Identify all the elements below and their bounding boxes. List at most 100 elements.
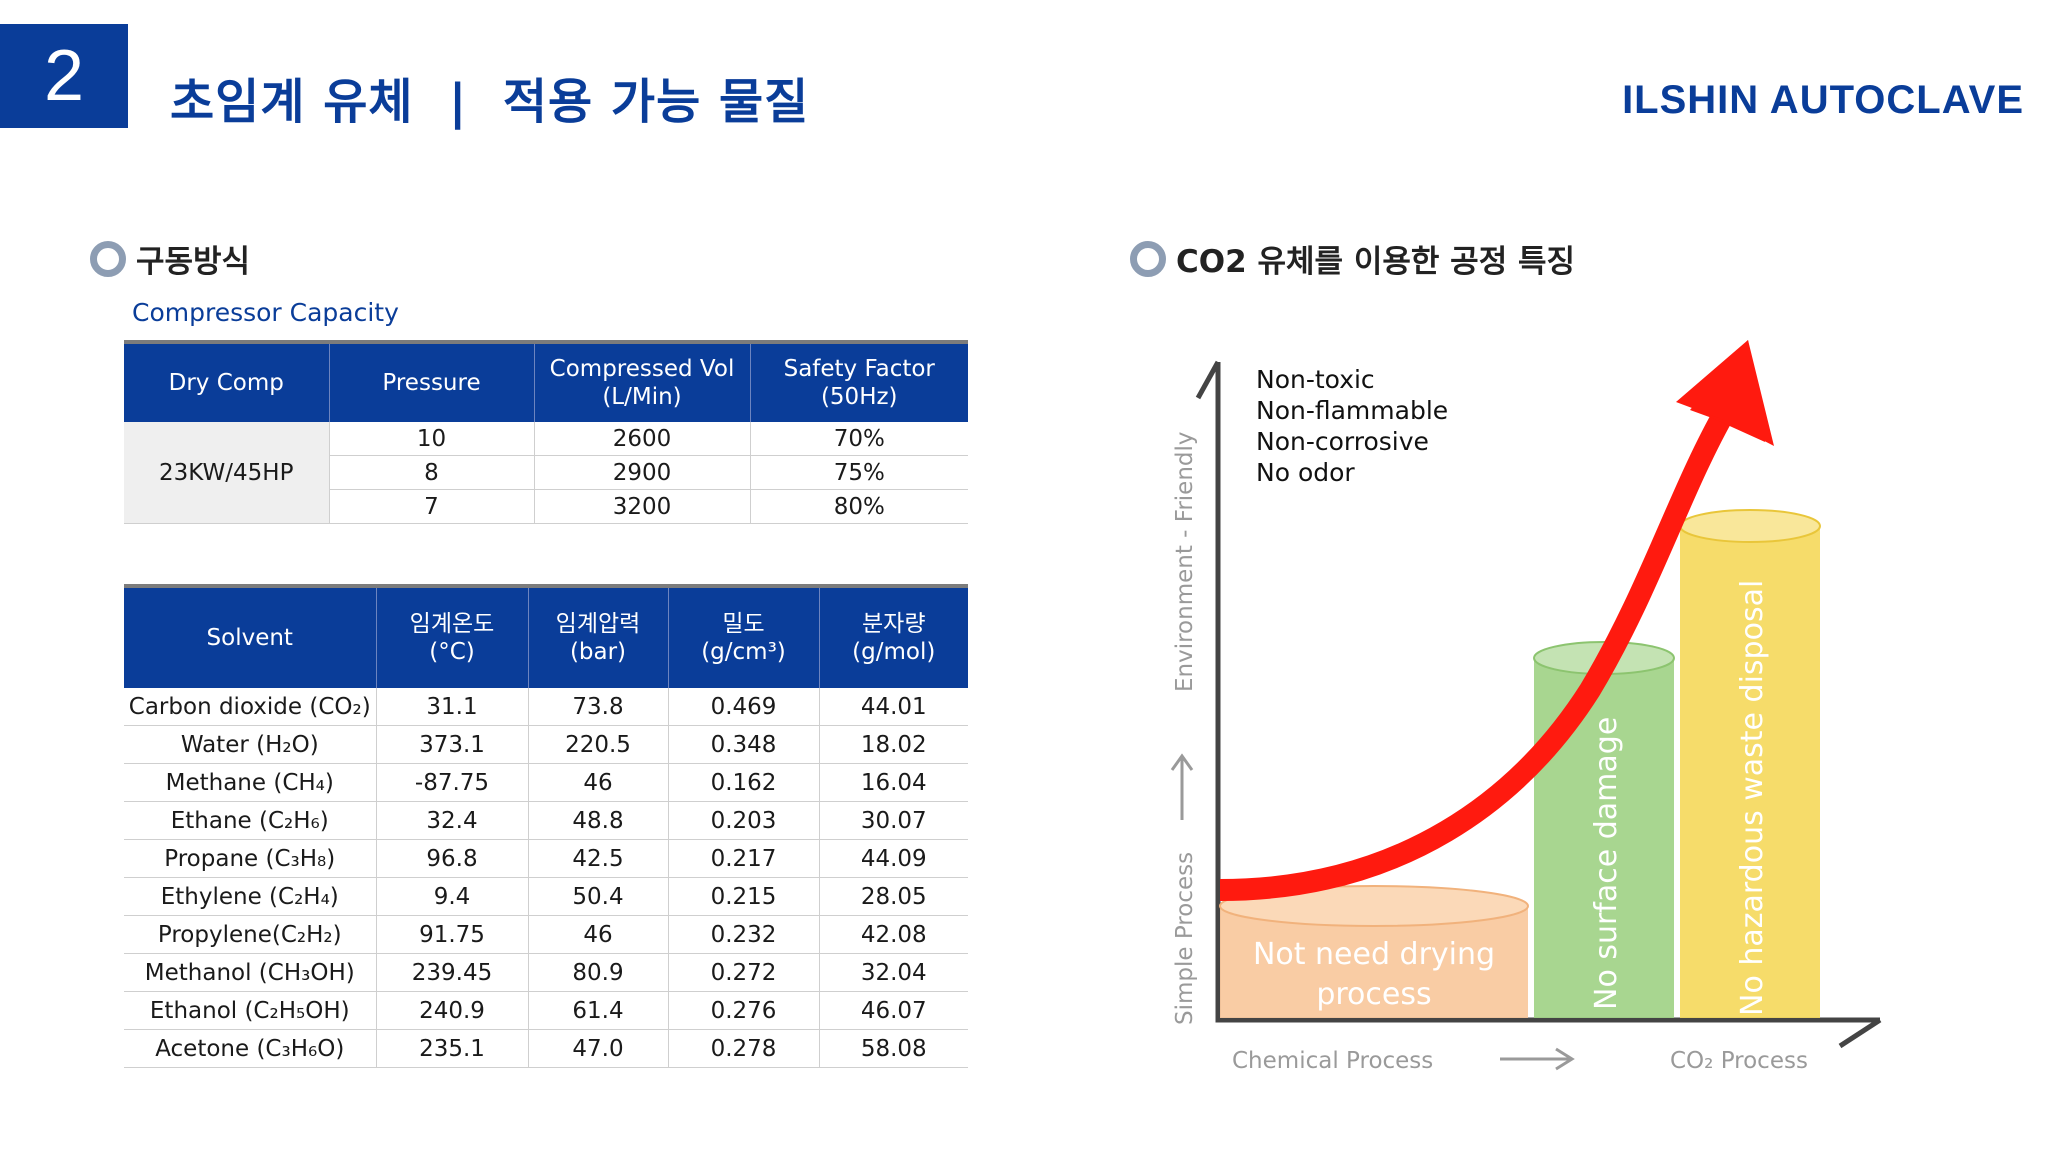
co2-process-diagram: Non-toxic Non-flammable Non-corrosive No…	[1170, 340, 1882, 1074]
table-cell: 0.272	[668, 953, 820, 992]
property-label: No odor	[1256, 458, 1355, 487]
property-label: Non-corrosive	[1256, 427, 1429, 456]
bullet-ring-icon	[1130, 240, 1166, 277]
diagram-axes	[1215, 362, 1880, 1023]
table-header: Solvent	[124, 586, 377, 688]
table-cell: 9.4	[376, 877, 529, 916]
table-cell: 46	[528, 915, 669, 954]
page-title: 초임계 유체 | 적용 가능 물질	[170, 74, 810, 130]
table-header: Pressure	[329, 342, 535, 422]
table-cell: 47.0	[528, 1029, 669, 1068]
table-cell: 23KW/45HP	[124, 422, 330, 524]
y-axis-label-bottom: Simple Process	[1172, 852, 1198, 1025]
property-label: Non-toxic	[1256, 365, 1375, 394]
table-row: Propylene(C₂H₂) 91.75 46 0.232 42.08	[124, 915, 968, 954]
table-cell: 50.4	[528, 877, 669, 916]
table-header: 밀도 (g/cm³)	[668, 586, 820, 688]
table-cell: 0.217	[668, 839, 820, 878]
table-row: 8 2900 75%	[124, 455, 968, 490]
table-row: Water (H₂O) 373.1 220.5 0.348 18.02	[124, 725, 968, 764]
table-cell: 42.5	[528, 839, 669, 878]
table-cell: 32.4	[376, 801, 529, 840]
table-cell: 32.04	[819, 953, 968, 992]
slide-number: 2	[0, 24, 128, 128]
table-cell: Ethanol (C₂H₅OH)	[124, 991, 377, 1030]
right-arrow-icon	[1500, 1047, 1575, 1071]
table-header: Safety Factor (50Hz)	[750, 342, 968, 422]
bar-not-need-drying: Not need drying process	[1219, 885, 1529, 1018]
table-cell: 44.01	[819, 688, 968, 726]
table-cell: 48.8	[528, 801, 669, 840]
table-header: 임계압력 (bar)	[528, 586, 669, 688]
table-cell: 96.8	[376, 839, 529, 878]
y-axis-tip	[1195, 360, 1221, 400]
table-cell: 31.1	[376, 688, 529, 726]
table-row: 23KW/45HP 10 2600 70%	[124, 422, 968, 524]
table-cell: Ethylene (C₂H₄)	[124, 877, 377, 916]
section-heading-co2: CO2 유체를 이용한 공정 특징	[1130, 236, 1575, 281]
table-row: Ethylene (C₂H₄) 9.4 50.4 0.215 28.05	[124, 877, 968, 916]
x-axis-label-left: Chemical Process	[1232, 1048, 1433, 1074]
table-cell: Propane (C₃H₈)	[124, 839, 377, 878]
table-row: Propane (C₃H₈) 96.8 42.5 0.217 44.09	[124, 839, 968, 878]
table-cell: 10	[329, 422, 535, 456]
table-header: 임계온도 (°C)	[376, 586, 529, 688]
growth-arrow-icon	[1219, 340, 1774, 901]
solvent-table: Solvent 임계온도 (°C) 임계압력 (bar) 밀도 (g/cm³) …	[124, 584, 968, 1068]
table-cell: 16.04	[819, 763, 968, 802]
table-cell: 18.02	[819, 725, 968, 764]
table-cell: 0.276	[668, 991, 820, 1030]
table-cell: 28.05	[819, 877, 968, 916]
table-cell: 70%	[750, 422, 968, 456]
bullet-ring-icon	[90, 240, 126, 277]
table-cell: 3200	[534, 489, 751, 524]
section-heading-co2-label: CO2 유체를 이용한 공정 특징	[1176, 244, 1576, 280]
bar-no-surface-damage: No surface damage	[1533, 641, 1675, 1018]
table-cell: 0.162	[668, 763, 820, 802]
table-cell: 0.203	[668, 801, 820, 840]
table-cell: 30.07	[819, 801, 968, 840]
table-row: Ethane (C₂H₆) 32.4 48.8 0.203 30.07	[124, 801, 968, 840]
table-cell: Acetone (C₃H₆O)	[124, 1029, 377, 1068]
table-cell: Methane (CH₄)	[124, 763, 377, 802]
table-header: 분자량 (g/mol)	[819, 586, 968, 688]
table-row: Carbon dioxide (CO₂) 31.1 73.8 0.469 44.01	[124, 688, 968, 726]
table-cell: 42.08	[819, 915, 968, 954]
table-cell: 2900	[534, 455, 751, 490]
table-cell: 75%	[750, 455, 968, 490]
up-arrow-icon	[1170, 753, 1194, 820]
table-cell: 0.348	[668, 725, 820, 764]
table-cell: 239.45	[376, 953, 529, 992]
property-label: Non-flammable	[1256, 396, 1448, 425]
compressor-table: Dry Comp Pressure Compressed Vol (L/Min)…	[124, 340, 968, 524]
x-axis-tip	[1838, 1017, 1882, 1049]
table-cell: Water (H₂O)	[124, 725, 377, 764]
table-cell: -87.75	[376, 763, 529, 802]
table-cell: Propylene(C₂H₂)	[124, 915, 377, 954]
table-cell: 0.215	[668, 877, 820, 916]
bar-label: Not need drying	[1253, 937, 1495, 972]
x-axis-label-right: CO₂ Process	[1670, 1048, 1808, 1074]
table-cell: 80.9	[528, 953, 669, 992]
table-cell: 2600	[534, 422, 751, 456]
table-row: Acetone (C₃H₆O) 235.1 47.0 0.278 58.08	[124, 1029, 968, 1068]
table-cell: 240.9	[376, 991, 529, 1030]
table-header-row: Solvent 임계온도 (°C) 임계압력 (bar) 밀도 (g/cm³) …	[124, 586, 968, 688]
table-cell: 0.232	[668, 915, 820, 954]
y-axis-label-top: Environment - Friendly	[1172, 431, 1198, 692]
bar-label: process	[1316, 977, 1431, 1012]
table-cell: 220.5	[528, 725, 669, 764]
compressor-caption: Compressor Capacity	[132, 298, 399, 327]
table-cell: 0.469	[668, 688, 820, 726]
table-cell: 235.1	[376, 1029, 529, 1068]
table-cell: 91.75	[376, 915, 529, 954]
brand-logo: ILSHIN AUTOCLAVE	[1622, 78, 2024, 122]
table-header: Dry Comp	[124, 342, 330, 422]
table-row: Ethanol (C₂H₅OH) 240.9 61.4 0.276 46.07	[124, 991, 968, 1030]
table-cell: Methanol (CH₃OH)	[124, 953, 377, 992]
table-cell: 373.1	[376, 725, 529, 764]
bar-label: No hazardous waste disposal	[1735, 580, 1770, 1016]
table-cell: 80%	[750, 489, 968, 524]
table-row: Methanol (CH₃OH) 239.45 80.9 0.272 32.04	[124, 953, 968, 992]
table-cell: 73.8	[528, 688, 669, 726]
